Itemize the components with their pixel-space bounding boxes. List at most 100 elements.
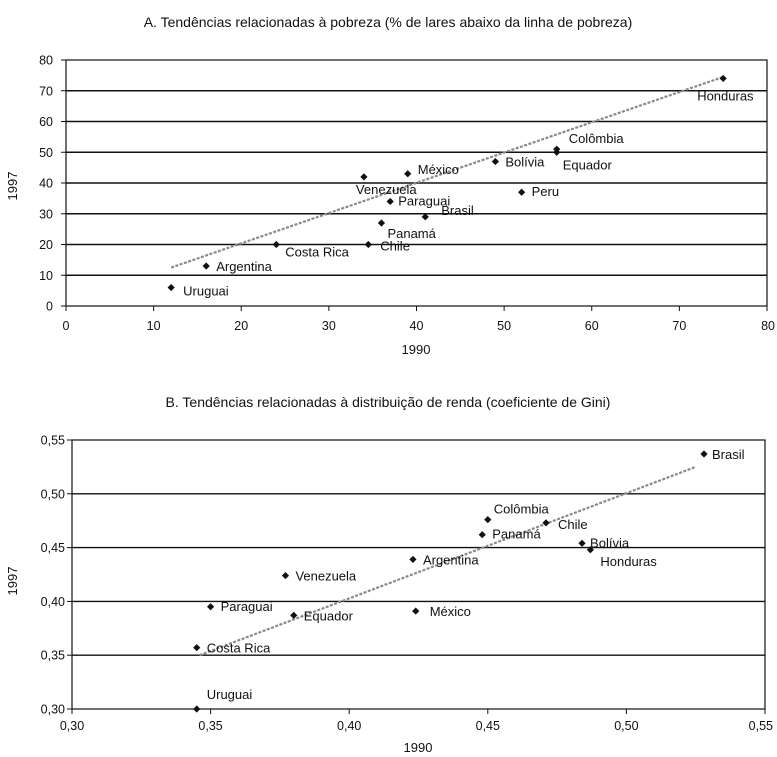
b-x-tick-label-0-30: 0,30 [60,719,84,733]
b-point-venezuela [281,571,290,580]
a-point-costa-rica [272,240,280,249]
panel-b-gridlines [67,439,766,714]
b-point-label-panama: Panamá [492,527,541,542]
a-point-label-bolivia: Bolívia [505,154,545,169]
b-point-brasil [700,450,708,458]
b-y-tick-label-0-45: 0,45 [41,541,65,555]
a-x-tick-label-80: 80 [761,319,775,333]
a-y-tick-label-10: 10 [39,269,53,283]
b-point-argentina [409,555,417,564]
b-x-tick-label-0-55: 0,55 [749,719,773,733]
b-point-equador [290,611,298,619]
b-point-chile [542,519,550,527]
panel-a-x-axis-label: 1990 [402,342,431,357]
a-point-label-panama: Panamá [387,226,436,241]
a-point-honduras [719,74,727,83]
b-point-label-uruguai: Uruguai [207,687,253,702]
a-point-brasil [421,213,429,221]
b-trendline-line [199,465,697,657]
a-x-tick-label-0: 0 [63,319,70,333]
a-y-tick-label-80: 80 [39,54,53,68]
panel-b-point-labels: Brasil Colômbia Chile Panamá Bolívia Honduras… [207,447,745,702]
b-point-label-equador: Equador [304,608,354,623]
panel-b-plot-frame [71,439,766,710]
b-point-label-argentina: Argentina [423,552,479,567]
a-y-tick-label-0: 0 [46,300,53,314]
a-point-venezuela [360,173,368,181]
b-point-colombia [484,516,492,524]
b-point-label-brasil: Brasil [712,447,745,462]
a-point-label-equador: Equador [563,157,613,172]
b-point-label-honduras: Honduras [600,554,657,569]
a-y-tick-label-70: 70 [39,84,53,98]
a-point-label-colombia: Colômbia [569,131,625,146]
a-point-label-brasil: Brasil [441,203,474,218]
a-point-label-mexico: México [418,162,459,177]
b-y-tick-label-0-50: 0,50 [41,487,65,501]
a-x-tick-label-60: 60 [585,319,599,333]
b-point-label-bolivia: Bolívia [590,535,630,550]
a-y-tick-label-20: 20 [39,238,53,252]
a-x-tick-label-40: 40 [410,319,424,333]
b-point-label-colombia: Colômbia [494,502,550,517]
panel-b-y-axis-label: 1997 [5,567,20,596]
a-point-bolivia [491,157,499,166]
b-point-label-paraguai: Paraguai [221,599,273,614]
a-point-label-costa-rica: Costa Rica [285,245,349,260]
a-x-tick-label-50: 50 [497,319,511,333]
a-point-panama [377,219,386,227]
b-point-label-costa-rica: Costa Rica [207,641,271,656]
panel-a-gridlines [61,59,768,311]
a-trendline-line [170,75,724,269]
b-point-paraguai [207,603,215,611]
a-point-uruguai [167,283,175,292]
a-x-tick-label-10: 10 [147,319,161,333]
a-point-mexico [404,170,412,178]
panel-b-x-tick-labels: 0,30 0,35 0,40 0,45 0,50 0,55 [60,719,773,733]
b-point-mexico [412,607,420,615]
b-y-tick-label-0-35: 0,35 [41,649,65,663]
b-point-costa-rica [193,644,201,652]
a-y-tick-label-40: 40 [39,177,53,191]
b-point-honduras [586,546,594,554]
panel-b-title: B. Tendências relacionadas à distribuiçã… [166,394,611,410]
panel-a-y-axis-label: 1997 [5,172,20,201]
panel-b-x-axis-label: 1990 [404,740,433,755]
panel-b-y-tick-labels: 0,30 0,35 0,40 0,45 0,50 0,55 [41,434,65,717]
panel-a-trendline [170,75,724,269]
b-y-tick-label-0-55: 0,55 [41,434,65,448]
b-point-panama [478,531,486,539]
b-point-uruguai [193,705,201,713]
a-y-tick-label-60: 60 [39,115,53,129]
panel-a-x-tick-labels: 0 10 20 30 40 50 60 70 80 [63,319,776,333]
panel-b-points [193,450,708,713]
b-x-tick-label-0-50: 0,50 [614,719,638,733]
b-point-bolivia [578,539,586,547]
a-y-tick-label-50: 50 [39,146,53,160]
a-y-tick-label-30: 30 [39,207,53,221]
a-point-label-peru: Peru [532,184,559,199]
b-x-tick-label-0-45: 0,45 [476,719,500,733]
a-point-equador [553,148,561,156]
a-point-peru [518,188,526,196]
a-point-chile [364,240,372,249]
b-y-tick-label-0-40: 0,40 [41,595,65,609]
b-y-tick-label-0-30: 0,30 [41,703,65,717]
panel-a-title: A. Tendências relacionadas à pobreza (% … [144,14,633,30]
a-point-label-argentina: Argentina [216,259,272,274]
a-x-tick-label-30: 30 [322,319,336,333]
panel-b-gini-chart: B. Tendências relacionadas à distribuiçã… [5,394,773,755]
b-point-label-venezuela: Venezuela [295,569,356,584]
panel-a-poverty-chart: A. Tendências relacionadas à pobreza (% … [5,14,775,357]
b-point-label-mexico: México [430,604,471,619]
panel-b-trendline [199,465,697,657]
a-x-tick-label-70: 70 [672,319,686,333]
a-point-label-uruguai: Uruguai [183,284,229,299]
b-point-label-chile: Chile [558,517,588,532]
b-x-tick-label-0-35: 0,35 [198,719,222,733]
panel-a-point-labels: Honduras Colômbia Equador Bolívia Peru México… [183,88,754,298]
b-x-tick-label-0-40: 0,40 [337,719,361,733]
a-x-tick-label-20: 20 [234,319,248,333]
a-point-label-honduras: Honduras [697,88,754,103]
